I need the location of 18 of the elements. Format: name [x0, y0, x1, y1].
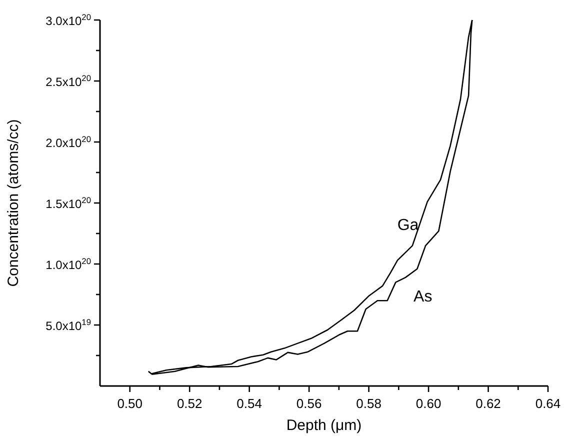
y-tick-label: 1.0x10$^{20}$ [46, 256, 92, 272]
x-axis-title: Depth (μm) [286, 417, 362, 434]
y-tick-label: 3.0x10$^{20}$ [46, 12, 92, 28]
y-tick-label: 2.0x10$^{20}$ [46, 134, 92, 150]
x-tick-label: 0.58 [356, 396, 382, 411]
series-label: As [414, 288, 432, 306]
x-tick-label: 0.62 [476, 396, 501, 411]
x-tick-label: 0.52 [176, 396, 202, 411]
x-tick-label: 0.54 [236, 396, 262, 411]
x-tick-label: 0.50 [117, 396, 143, 411]
y-tick-label: 1.5x10$^{20}$ [46, 195, 92, 211]
y-tick-label: 5.0x10$^{19}$ [46, 317, 92, 333]
x-tick-label: 0.64 [535, 396, 561, 411]
y-tick-label: 2.5x10$^{20}$ [46, 73, 92, 89]
x-tick-label: 0.56 [296, 396, 322, 411]
y-axis-title: Concentration (atoms/cc) [5, 119, 22, 287]
series-label: Ga [397, 216, 419, 234]
x-tick-label: 0.60 [416, 396, 442, 411]
